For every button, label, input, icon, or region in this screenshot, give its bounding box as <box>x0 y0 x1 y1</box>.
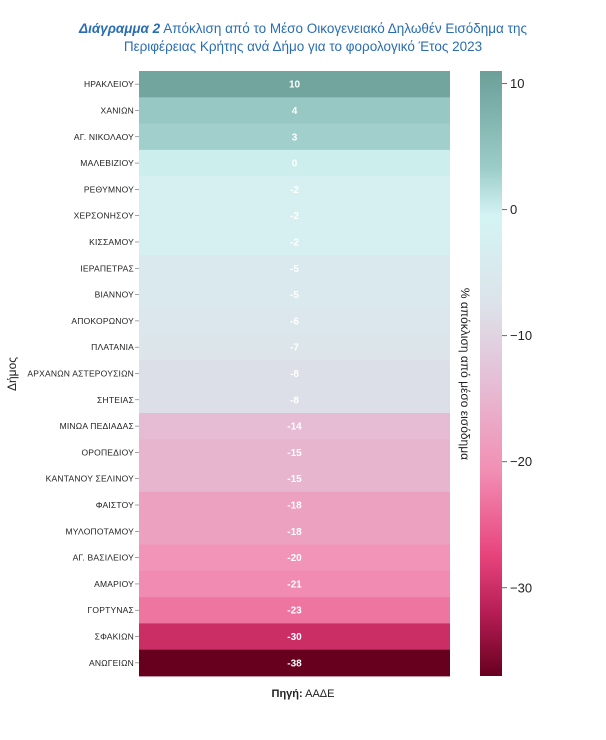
cell-value-label: -18 <box>287 527 302 538</box>
y-axis-title: Δήμος <box>5 357 19 391</box>
cell-value-label: -5 <box>290 264 299 275</box>
source-note: Πηγή: ΑΑΔΕ <box>0 688 606 700</box>
row-label: ΑΠΟΚΟΡΩΝΟΥ <box>71 316 134 326</box>
cell-value-label: -8 <box>290 395 299 406</box>
cell-value-label: -23 <box>287 606 302 617</box>
colorbar-tick-label: −20 <box>510 454 532 469</box>
heatmap-cell <box>139 386 450 414</box>
row-label: ΑΝΩΓΕΙΩΝ <box>89 658 134 668</box>
row-label: ΧΑΝΙΩΝ <box>100 105 134 115</box>
heatmap-cell <box>139 439 450 466</box>
cell-value-label: -14 <box>287 422 302 433</box>
row-label: ΣΗΤΕΙΑΣ <box>97 395 134 405</box>
colorbar-tick-label: −30 <box>510 580 532 595</box>
row-label: ΚΙΣΣΑΜΟΥ <box>89 237 134 247</box>
cell-value-label: -21 <box>287 579 302 590</box>
heatmap-cell <box>139 202 450 230</box>
colorbar-axis-title: % απόκλιση από μέσο εισόδημα <box>458 288 472 460</box>
cell-value-label: -8 <box>290 369 299 380</box>
row-label: ΡΕΘΥΜΝΟΥ <box>84 184 134 194</box>
heatmap-cell <box>139 518 450 545</box>
chart-title-text-1: Απόκλιση από το Μέσο Οικογενειακό Δηλωθέ… <box>163 21 527 36</box>
row-label: ΦΑΙΣΤΟΥ <box>96 500 134 510</box>
cell-value-label: -2 <box>290 185 299 196</box>
heatmap-cell <box>139 149 450 177</box>
cell-value-label: -20 <box>287 553 302 564</box>
heatmap-cell <box>139 570 450 598</box>
heatmap-rows: 10 ΗΡΑΚΛΕΙΟΥ 4 ΧΑΝΙΩΝ 3 ΑΓ. ΝΙΚΟΛΑΟΥ 0 ΜΑΛΕΒΙΖΙ… <box>27 71 450 677</box>
cell-value-label: -2 <box>290 211 299 222</box>
cell-value-label: -6 <box>290 316 299 327</box>
row-label: ΙΕΡΑΠΕΤΡΑΣ <box>80 263 134 273</box>
row-label: ΑΓ. ΝΙΚΟΛΑΟΥ <box>74 132 134 142</box>
heatmap-cell <box>139 176 450 203</box>
row-label: ΒΙΑΝΝΟΥ <box>95 290 135 300</box>
cell-value-label: -15 <box>287 448 302 459</box>
row-label: ΠΛΑΤΑΝΙΑ <box>91 342 134 352</box>
heatmap-cell <box>139 123 450 151</box>
cell-value-label: -38 <box>287 658 302 669</box>
cell-value-label: -15 <box>287 474 302 485</box>
cell-value-label: 0 <box>292 159 298 170</box>
colorbar-tick-label: 10 <box>510 76 524 91</box>
cell-value-label: -18 <box>287 501 302 512</box>
heatmap-cell <box>139 307 450 335</box>
cell-value-label: -5 <box>290 290 299 301</box>
heatmap-cell <box>139 465 450 493</box>
chart-title: Διάγραμμα 2 Απόκλιση από το Μέσο Οικογεν… <box>0 20 606 56</box>
cell-value-label: -30 <box>287 632 302 643</box>
row-label: ΜΙΝΩΑ ΠΕΔΙΑΔΑΣ <box>60 421 134 431</box>
colorbar-tick-label: −10 <box>510 328 532 343</box>
row-label: ΜΑΛΕΒΙΖΙΟΥ <box>80 158 134 168</box>
colorbar-rect <box>480 71 502 676</box>
heatmap-cell <box>139 255 450 282</box>
row-label: ΣΦΑΚΙΩΝ <box>95 632 134 642</box>
heatmap-cell <box>139 544 450 572</box>
row-label: ΑΜΑΡΙΟΥ <box>94 579 134 589</box>
source-value: ΑΑΔΕ <box>305 688 335 700</box>
heatmap-cell <box>139 360 450 388</box>
cell-value-label: -2 <box>290 237 299 248</box>
heatmap-cell <box>139 281 450 309</box>
heatmap-cell <box>139 623 450 651</box>
heatmap-cell <box>139 97 450 124</box>
heatmap-cell <box>139 71 450 98</box>
cell-value-label: -7 <box>290 343 299 354</box>
heatmap-cell <box>139 597 450 624</box>
colorbar: 10 0 −10 −20 −30 <box>480 71 532 676</box>
chart-title-line-2: Περιφέρειας Κρήτης ανά Δήμο για το φορολ… <box>123 39 483 54</box>
heatmap-cell <box>139 491 450 519</box>
row-label: ΚΑΝΤΑΝΟΥ ΣΕΛΙΝΟΥ <box>46 474 135 484</box>
heatmap-cell <box>139 649 450 677</box>
row-label: ΧΕΡΣΟΝΗΣΟΥ <box>74 211 135 221</box>
row-label: ΑΓ. ΒΑΣΙΛΕΙΟΥ <box>73 553 135 563</box>
heatmap-cell <box>139 228 450 256</box>
colorbar-tick-label: 0 <box>510 202 517 217</box>
row-label: ΗΡΑΚΛΕΙΟΥ <box>84 79 134 89</box>
cell-value-label: 10 <box>289 80 301 91</box>
chart-title-prefix: Διάγραμμα 2 <box>79 21 161 36</box>
cell-value-label: 3 <box>292 132 298 143</box>
row-label: ΜΥΛΟΠΟΤΑΜΟΥ <box>66 526 135 536</box>
chart-title-line-1: Διάγραμμα 2 Απόκλιση από το Μέσο Οικογεν… <box>0 20 606 38</box>
row-label: ΓΟΡΤΥΝΑΣ <box>88 605 135 615</box>
heatmap-cell <box>139 412 450 440</box>
source-label: Πηγή: <box>271 688 303 700</box>
cell-value-label: 4 <box>292 106 298 117</box>
heatmap-cell <box>139 334 450 361</box>
row-label: ΑΡΧΑΝΩΝ ΑΣΤΕΡΟΥΣΙΩΝ <box>27 369 134 379</box>
row-label: ΟΡΟΠΕΔΙΟΥ <box>81 447 134 457</box>
